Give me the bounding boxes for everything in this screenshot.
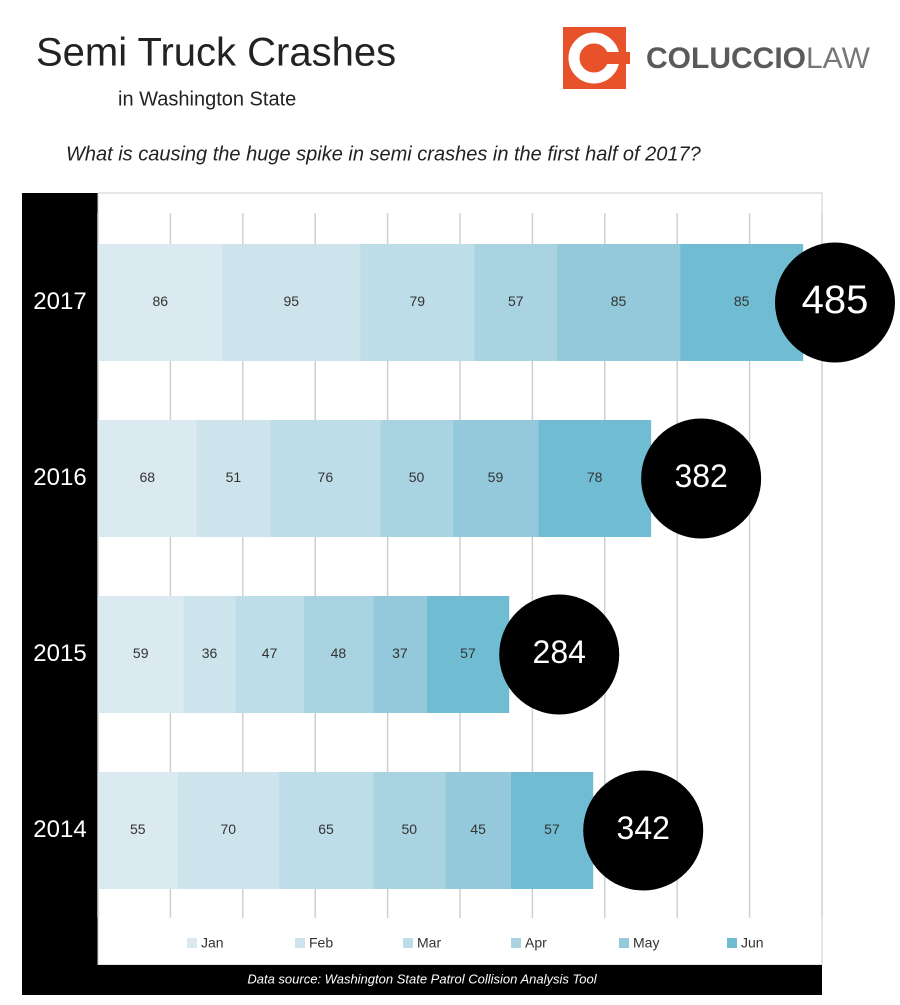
data-label: 68 bbox=[139, 469, 155, 485]
legend-label: May bbox=[633, 935, 659, 951]
bar-segment bbox=[98, 596, 184, 713]
data-label: 36 bbox=[202, 645, 218, 661]
y-tick-label: 2017 bbox=[33, 288, 86, 315]
data-label: 86 bbox=[152, 293, 168, 309]
data-label: 48 bbox=[331, 645, 347, 661]
data-label: 51 bbox=[226, 469, 242, 485]
annotation: What is causing the huge spike in semi c… bbox=[66, 143, 702, 165]
source: Data source: Washington State Patrol Col… bbox=[247, 971, 597, 986]
bar-segment bbox=[360, 244, 475, 361]
bar-segment bbox=[303, 596, 374, 713]
bar-segment bbox=[235, 596, 304, 713]
total-badge bbox=[583, 770, 704, 891]
bar-segment bbox=[279, 772, 374, 889]
bar-segment bbox=[270, 420, 381, 537]
total-badge bbox=[641, 418, 762, 539]
year-band bbox=[22, 193, 98, 965]
total-label: 485 bbox=[802, 278, 869, 322]
total-badge bbox=[499, 594, 620, 715]
data-label: 85 bbox=[611, 293, 627, 309]
footer bbox=[22, 965, 822, 995]
total-label: 342 bbox=[617, 810, 670, 846]
legend-label: Mar bbox=[417, 935, 441, 951]
data-label: 59 bbox=[133, 645, 149, 661]
chart-title: Semi Truck Crashes bbox=[36, 31, 396, 75]
total-badge bbox=[775, 242, 895, 363]
legend-swatch bbox=[295, 938, 305, 948]
legend-swatch bbox=[187, 938, 197, 948]
y-tick-label: 2016 bbox=[33, 464, 86, 491]
legend-swatch bbox=[619, 938, 629, 948]
data-label: 70 bbox=[221, 821, 237, 837]
legend-swatch bbox=[511, 938, 521, 948]
data-label: 95 bbox=[284, 293, 300, 309]
legend-label: Jan bbox=[201, 935, 224, 951]
bar-segment bbox=[426, 596, 510, 713]
data-label: 55 bbox=[130, 821, 146, 837]
bar-segment bbox=[452, 420, 539, 537]
data-label: 57 bbox=[460, 645, 476, 661]
legend-swatch bbox=[403, 938, 413, 948]
data-label: 47 bbox=[262, 645, 278, 661]
bar-segment bbox=[373, 596, 427, 713]
bar-segment bbox=[510, 772, 594, 889]
bar-segment bbox=[380, 420, 453, 537]
data-label: 79 bbox=[409, 293, 425, 309]
data-label: 85 bbox=[734, 293, 750, 309]
bar-segment bbox=[557, 244, 681, 361]
data-label: 57 bbox=[508, 293, 524, 309]
logo-suffix: LAW bbox=[806, 42, 871, 75]
bar-segment bbox=[177, 772, 279, 889]
data-label: 57 bbox=[544, 821, 560, 837]
bar-segment bbox=[98, 772, 178, 889]
logo-name: COLUCCIOLAW bbox=[646, 42, 871, 75]
bar-segment bbox=[183, 596, 236, 713]
logo-name: COLUCCIO bbox=[646, 42, 806, 75]
logo: COLUCCIOLAW bbox=[563, 27, 871, 89]
y-tick-label: 2015 bbox=[33, 640, 86, 667]
bar-segment bbox=[196, 420, 271, 537]
data-label: 78 bbox=[587, 469, 603, 485]
data-label: 59 bbox=[488, 469, 504, 485]
bar-segment bbox=[222, 244, 361, 361]
data-label: 50 bbox=[402, 821, 418, 837]
legend-label: Feb bbox=[309, 935, 333, 951]
data-label: 76 bbox=[318, 469, 334, 485]
data-label: 65 bbox=[318, 821, 334, 837]
data-label: 45 bbox=[470, 821, 486, 837]
logo-icon-gap bbox=[600, 52, 630, 64]
bar-segment bbox=[474, 244, 558, 361]
bar-segment bbox=[538, 420, 652, 537]
chart-subtitle: in Washington State bbox=[118, 88, 296, 110]
bar-segment bbox=[445, 772, 511, 889]
data-label: 37 bbox=[392, 645, 408, 661]
bar-segment bbox=[98, 244, 223, 361]
total-label: 284 bbox=[533, 634, 586, 670]
y-tick-label: 2014 bbox=[33, 816, 86, 843]
legend-label: Jun bbox=[741, 935, 764, 951]
bar-segment bbox=[98, 420, 197, 537]
data-label: 50 bbox=[409, 469, 425, 485]
legend-swatch bbox=[727, 938, 737, 948]
total-label: 382 bbox=[674, 458, 727, 494]
legend-label: Apr bbox=[525, 935, 547, 951]
bar-segment bbox=[373, 772, 446, 889]
